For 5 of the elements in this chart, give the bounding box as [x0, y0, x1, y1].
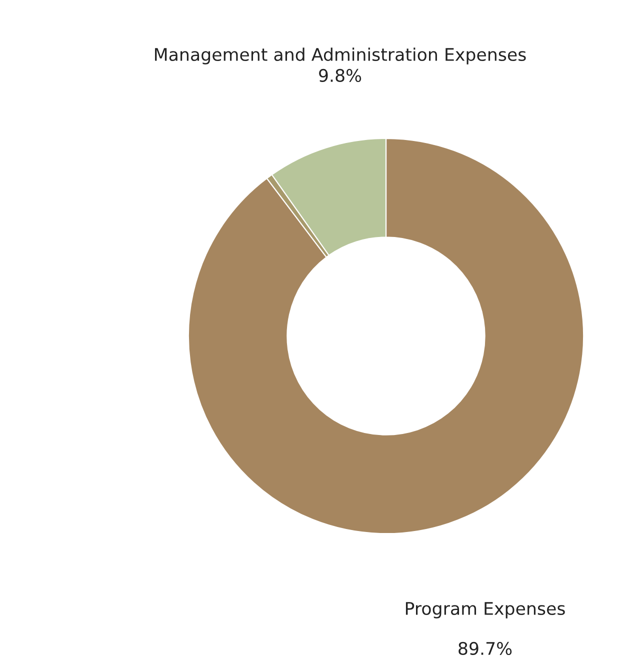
slice-label: Management and Administration Expenses [155, 48, 526, 64]
data-label: 89.7% [458, 642, 512, 656]
donut-slice [188, 138, 584, 534]
data-label: 9.8% [319, 68, 362, 82]
slice-label: Program Expenses [406, 602, 565, 618]
